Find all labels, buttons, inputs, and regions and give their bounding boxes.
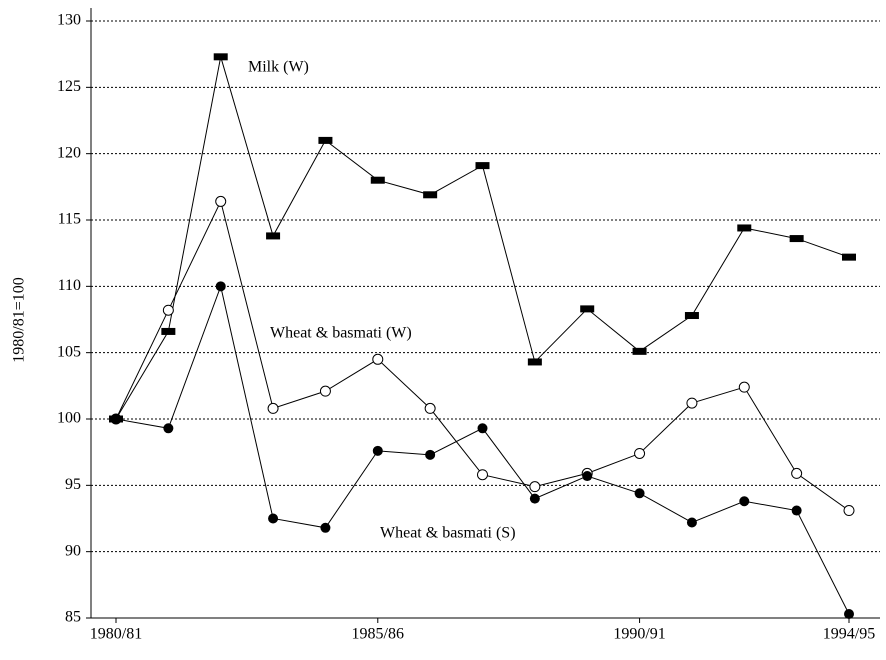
point	[213, 53, 228, 61]
point	[370, 176, 385, 184]
point	[111, 414, 121, 424]
y-tick-label: 90	[65, 542, 81, 559]
point	[582, 471, 593, 482]
point	[791, 467, 803, 479]
x-tick-label: 1980/81	[90, 626, 142, 643]
point	[842, 253, 856, 261]
x-tick-label: 1985/86	[352, 626, 404, 643]
point	[580, 305, 595, 313]
y-tick-label: 125	[57, 78, 81, 95]
point	[267, 402, 279, 414]
series-line	[115, 56, 850, 420]
point	[163, 423, 174, 434]
point	[738, 381, 750, 393]
point	[161, 327, 176, 335]
x-tick-label: 1990/91	[613, 626, 665, 643]
series-line	[115, 199, 850, 511]
point	[529, 493, 540, 504]
x-tick-label: 1994/95	[823, 626, 875, 643]
y-tick-label: 85	[65, 609, 81, 626]
point	[320, 522, 331, 533]
y-tick-label: 95	[65, 476, 81, 493]
series-label: Milk (W)	[248, 59, 309, 76]
point	[789, 235, 804, 243]
y-tick-label: 115	[58, 211, 81, 228]
point	[739, 496, 750, 507]
y-tick-label: 105	[57, 343, 81, 360]
point	[268, 513, 279, 524]
point	[634, 488, 645, 499]
point	[634, 447, 646, 459]
point	[686, 517, 697, 528]
point	[319, 385, 331, 397]
series-label: Wheat & basmati (S)	[380, 525, 516, 542]
point	[527, 358, 542, 366]
point	[424, 402, 436, 414]
point	[318, 136, 333, 144]
point	[475, 162, 490, 170]
point	[215, 195, 227, 207]
point	[423, 191, 438, 199]
point	[425, 449, 436, 460]
point	[791, 505, 802, 516]
point	[372, 353, 384, 365]
point	[737, 224, 752, 232]
y-tick-label: 130	[57, 12, 81, 29]
point	[684, 312, 699, 320]
point	[162, 304, 174, 316]
point	[477, 469, 488, 481]
point	[477, 423, 488, 434]
y-tick-label: 120	[57, 144, 81, 161]
point	[266, 232, 281, 240]
series-label: Wheat & basmati (W)	[270, 325, 412, 342]
point	[215, 281, 226, 292]
point	[372, 445, 383, 456]
y-tick-label: 110	[58, 277, 81, 294]
point	[843, 505, 855, 517]
y-axis-label: 1980/81=100	[11, 277, 28, 362]
series-line	[115, 284, 850, 615]
point	[844, 609, 854, 620]
y-tick-label: 100	[57, 410, 81, 427]
point	[632, 347, 647, 355]
point	[686, 397, 698, 409]
point	[529, 481, 541, 493]
